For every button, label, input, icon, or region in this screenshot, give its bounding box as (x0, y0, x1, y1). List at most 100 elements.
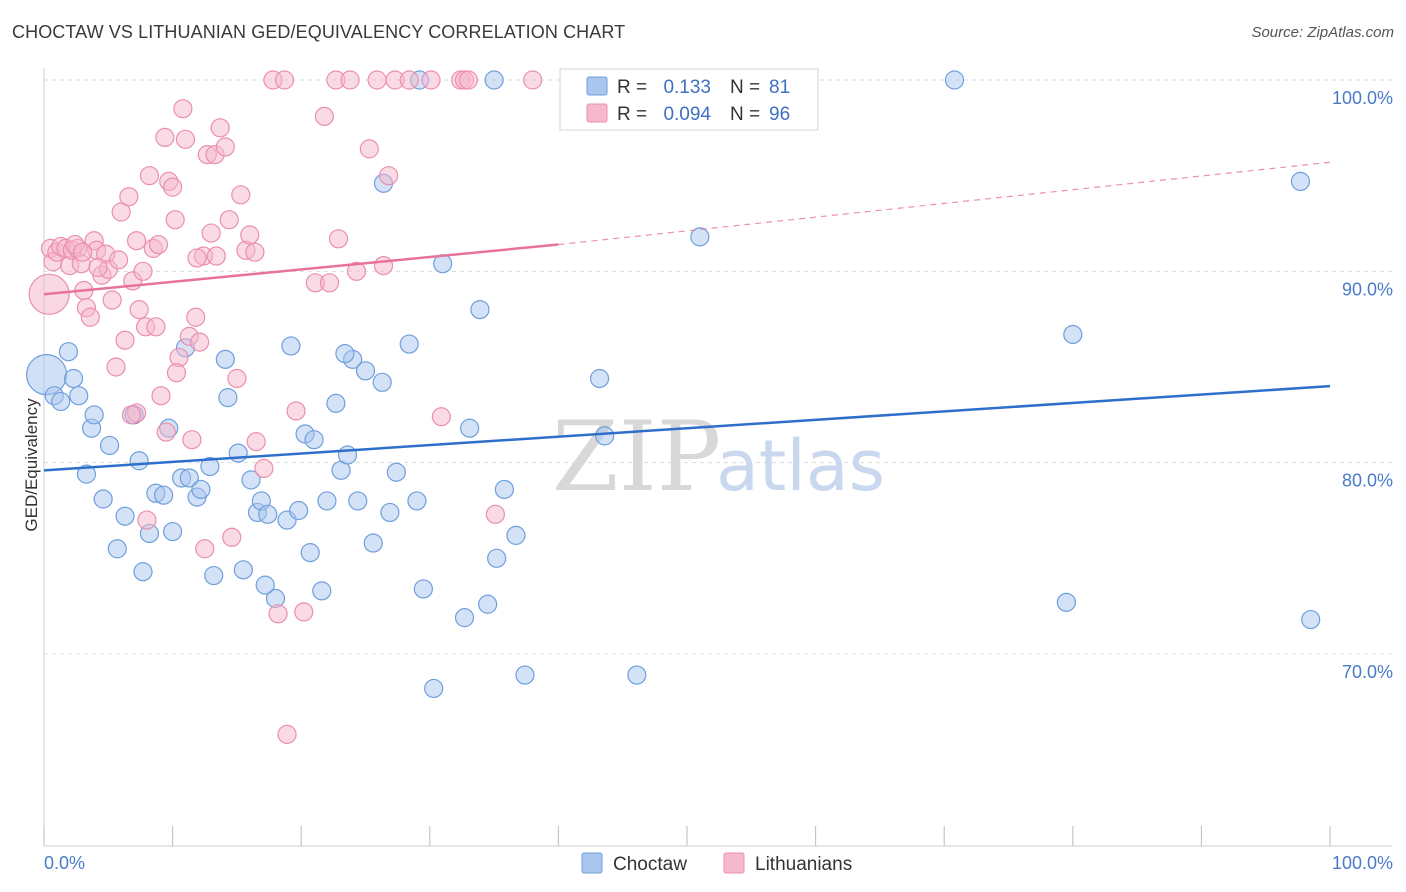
y-tick-label: 70.0% (1342, 662, 1393, 682)
data-point-choctaw (281, 336, 301, 356)
data-point-lithuanians (340, 70, 360, 90)
data-point-lithuanians (119, 187, 139, 207)
trendline-choctaw (43, 384, 1331, 472)
data-point-lithuanians (206, 246, 226, 266)
data-point-lithuanians (367, 70, 387, 90)
data-point-lithuanians (139, 166, 160, 186)
data-point-choctaw (355, 361, 376, 381)
data-point-choctaw (627, 665, 647, 685)
data-point-lithuanians (314, 106, 334, 126)
data-point-choctaw (690, 227, 710, 247)
data-point-choctaw (218, 388, 238, 408)
chart-title: CHOCTAW VS LITHUANIAN GED/EQUIVALENCY CO… (12, 22, 626, 42)
data-point-lithuanians (187, 248, 207, 268)
data-point-choctaw (289, 500, 309, 521)
data-point-choctaw (506, 525, 526, 545)
legend-n-value-lithuanians: 96 (769, 104, 790, 125)
data-point-lithuanians (245, 242, 265, 262)
data-point-lithuanians (254, 458, 274, 479)
data-point-lithuanians (458, 70, 478, 90)
data-point-lithuanians (240, 225, 260, 245)
data-point-choctaw (255, 575, 275, 595)
data-point-choctaw (304, 430, 324, 450)
data-point-lithuanians (379, 166, 399, 186)
data-point-lithuanians (268, 604, 288, 624)
data-point-lithuanians (210, 118, 230, 138)
legend-r-value-choctaw: 0.133 (663, 77, 711, 98)
legend-n-label-lithuanians: N = (730, 104, 760, 125)
data-point-choctaw (386, 462, 406, 482)
trend-layer (43, 161, 1331, 472)
bottom-legend: Choctaw Lithuanians (581, 852, 852, 875)
legend-n-value-choctaw: 81 (769, 77, 790, 98)
axes-layer: 100.0% 90.0% 80.0% 70.0% (43, 68, 1393, 847)
data-point-choctaw (494, 479, 514, 500)
watermark-atlas: atlas (716, 425, 885, 507)
bottom-legend-label-lithuanians: Lithuanians (755, 854, 852, 875)
data-point-choctaw (326, 393, 346, 413)
legend-swatch-choctaw (586, 76, 608, 96)
data-point-choctaw (76, 464, 97, 484)
data-point-lithuanians (151, 386, 171, 406)
data-point-lithuanians (156, 422, 176, 442)
data-point-choctaw (228, 443, 248, 463)
data-point-choctaw (179, 468, 199, 488)
bottom-legend-swatch-lithuanians (723, 852, 745, 874)
data-point-lithuanians (231, 185, 251, 205)
data-point-lithuanians (182, 430, 202, 450)
data-point-lithuanians (294, 602, 314, 622)
data-point-choctaw (107, 539, 127, 559)
data-point-choctaw (84, 405, 104, 425)
data-point-choctaw (1063, 324, 1083, 345)
data-point-lithuanians (175, 129, 196, 149)
data-point-lithuanians (227, 368, 247, 389)
data-point-choctaw (372, 372, 392, 392)
data-point-choctaw (51, 391, 71, 412)
data-point-lithuanians (359, 139, 379, 159)
data-point-choctaw (241, 470, 261, 490)
data-point-choctaw (115, 506, 135, 526)
source-label: Source: ZipAtlas.com (1251, 24, 1394, 41)
legend-n-label-choctaw: N = (730, 77, 760, 98)
x-tick-label-right: 100.0% (1332, 853, 1393, 873)
data-point-choctaw (58, 342, 79, 362)
data-point-lithuanians (133, 261, 153, 281)
data-point-choctaw (487, 548, 507, 568)
data-point-choctaw (204, 565, 224, 586)
watermark-zip: ZIP (552, 401, 721, 513)
data-point-choctaw (1290, 171, 1311, 192)
data-point-lithuanians (190, 332, 210, 352)
data-point-choctaw (515, 665, 535, 685)
data-point-choctaw (589, 368, 610, 389)
data-point-lithuanians (115, 330, 135, 350)
data-point-lithuanians (286, 401, 306, 421)
data-point-lithuanians (219, 210, 239, 230)
bottom-legend-label-choctaw: Choctaw (613, 854, 687, 875)
data-point-choctaw (1301, 609, 1321, 630)
data-point-lithuanians (80, 307, 100, 327)
legend-r-value-lithuanians: 0.094 (663, 104, 711, 125)
data-point-choctaw (454, 608, 475, 628)
data-point-lithuanians (163, 177, 183, 197)
data-point-lithuanians (165, 210, 185, 230)
stats-legend: R = 0.133 N = 81 R = 0.094 N = 96 (559, 68, 819, 131)
data-point-lithuanians (148, 234, 169, 255)
data-point-choctaw (233, 560, 253, 580)
data-point-lithuanians (173, 99, 193, 119)
legend-r-label-choctaw: R = (617, 77, 647, 98)
data-point-choctaw (335, 344, 355, 364)
data-point-lithuanians (195, 539, 215, 559)
data-point-choctaw (478, 594, 498, 614)
data-point-choctaw (595, 426, 615, 446)
data-point-choctaw (484, 70, 504, 90)
data-point-choctaw (460, 418, 480, 438)
data-point-choctaw (407, 491, 427, 511)
data-point-choctaw (363, 533, 383, 553)
data-point-lithuanians (277, 724, 297, 744)
data-point-lithuanians (373, 255, 394, 276)
data-point-lithuanians (106, 357, 126, 377)
data-point-choctaw (63, 368, 84, 389)
data-point-lithuanians (72, 242, 93, 262)
data-point-choctaw (424, 678, 444, 699)
legend-swatch-lithuanians (586, 103, 608, 123)
